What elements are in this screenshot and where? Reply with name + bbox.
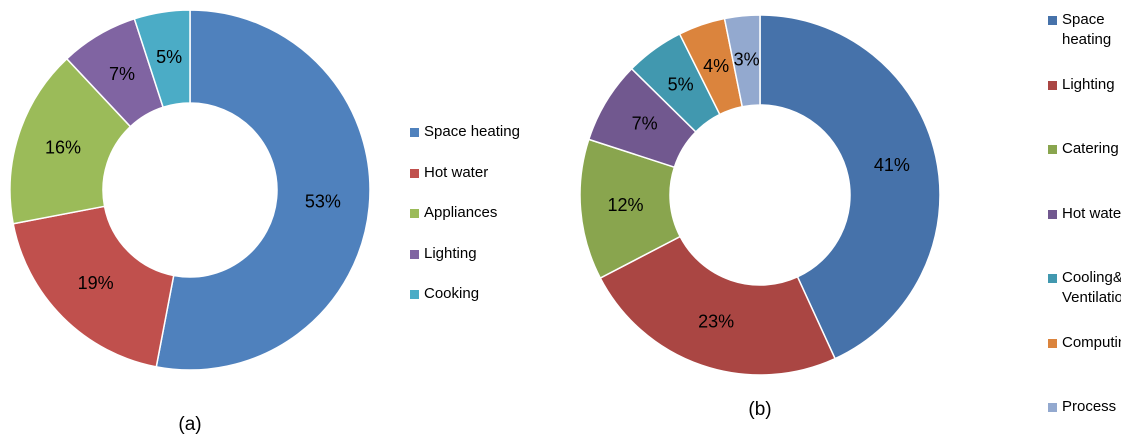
legend-swatch [1048, 209, 1057, 219]
data-label: 7% [109, 64, 135, 84]
legend-entry: Hot water [1048, 204, 1121, 224]
donut-slice [133, 9, 191, 109]
donut-slice [155, 9, 371, 371]
legend-entry: Appliances [410, 203, 574, 223]
legend-entry: Catering [1048, 139, 1121, 159]
legend-entry: Lighting [1048, 75, 1121, 95]
donut-slice [9, 57, 132, 225]
legend-entry: Cooling& Ventilation [1048, 268, 1121, 308]
legend-swatch [410, 128, 419, 137]
data-label: 19% [78, 273, 114, 293]
legend-entry: Process [1048, 397, 1121, 417]
donut-slice [723, 14, 761, 108]
legend-entry: Hot water [410, 163, 574, 183]
chart-title: (b) [748, 399, 772, 420]
data-label: 5% [156, 47, 182, 67]
legend-swatch [1048, 16, 1057, 25]
legend-swatch [1048, 80, 1057, 90]
legend-swatch [410, 168, 419, 178]
data-label: 12% [607, 195, 643, 215]
donut-slice [12, 205, 175, 368]
data-label: 53% [305, 191, 341, 211]
legend-swatch [410, 290, 419, 299]
data-label: 3% [734, 49, 760, 69]
data-label: 23% [698, 311, 734, 331]
data-label: 16% [45, 137, 81, 157]
legend-swatch [410, 209, 419, 218]
data-label: 5% [668, 75, 694, 95]
legend-entry: Space heating [410, 122, 574, 142]
data-label: 4% [703, 56, 729, 76]
legend-swatch [410, 249, 419, 259]
data-label: 41% [874, 155, 910, 175]
chart-title: (a) [178, 414, 202, 435]
legend-swatch [1048, 274, 1057, 283]
legend-entry: Cooking [410, 284, 574, 304]
legend-entry: Lighting [410, 244, 574, 264]
donut-slice [599, 235, 837, 376]
legend-entry: Computing [1048, 333, 1121, 353]
legend-swatch [1048, 338, 1057, 348]
legend-entry: Space heating [1048, 10, 1121, 50]
data-label: 7% [632, 114, 658, 134]
donut-slice [759, 14, 941, 360]
legend-swatch [1048, 145, 1057, 154]
legend-swatch [1048, 403, 1057, 412]
